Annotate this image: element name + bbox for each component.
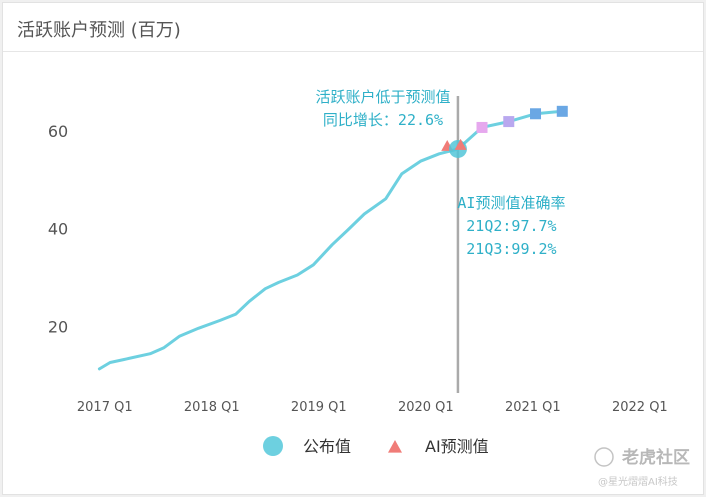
ai-forecast-marker [454, 139, 467, 150]
y-axis: 20 40 60 [48, 122, 68, 336]
chart-title: 活跃账户预测 (百万) [17, 20, 181, 41]
x-tick-label: 2018 Q1 [184, 400, 240, 415]
annotation-text: 同比增长：22.6% [323, 111, 443, 129]
legend-marker-circle [263, 436, 283, 456]
annotation-text: AI预测值准确率 [457, 194, 565, 212]
series-group [97, 105, 568, 371]
y-tick-label: 20 [48, 317, 68, 336]
series-line-0 [97, 147, 460, 371]
forecast-point-marker [476, 121, 488, 133]
x-tick-label: 2017 Q1 [77, 400, 133, 415]
legend-label: AI预测值 [425, 437, 489, 456]
card-header: 活跃账户预测 (百万) [3, 3, 703, 52]
watermark-sub: @星光熠熠AI科技 [598, 475, 678, 488]
annotation-text: 21Q3:99.2% [466, 240, 556, 258]
legend-label: 公布值 [303, 437, 351, 456]
y-tick-label: 40 [48, 220, 68, 239]
x-tick-label: 2019 Q1 [291, 400, 347, 415]
watermark-logo-icon [594, 447, 614, 467]
x-axis: 2017 Q1 2018 Q1 2019 Q1 2020 Q1 2021 Q1 2022 … [77, 400, 668, 415]
watermark: 老虎社区 @星光熠熠AI科技 [594, 447, 690, 488]
x-tick-label: 2021 Q1 [505, 400, 561, 415]
x-tick-label: 2020 Q1 [398, 400, 454, 415]
legend: 公布值 AI预测值 [263, 436, 489, 456]
forecast-point-marker [556, 105, 568, 117]
annotation-text: 活跃账户低于预测值 [316, 88, 451, 106]
watermark-main: 老虎社区 [621, 447, 690, 468]
legend-marker-triangle [388, 440, 402, 453]
x-tick-label: 2022 Q1 [612, 400, 668, 415]
annotation-text: 21Q2:97.7% [466, 217, 556, 235]
forecast-point-marker [503, 116, 515, 128]
y-tick-label: 60 [48, 122, 68, 141]
forecast-point-marker [530, 108, 542, 120]
